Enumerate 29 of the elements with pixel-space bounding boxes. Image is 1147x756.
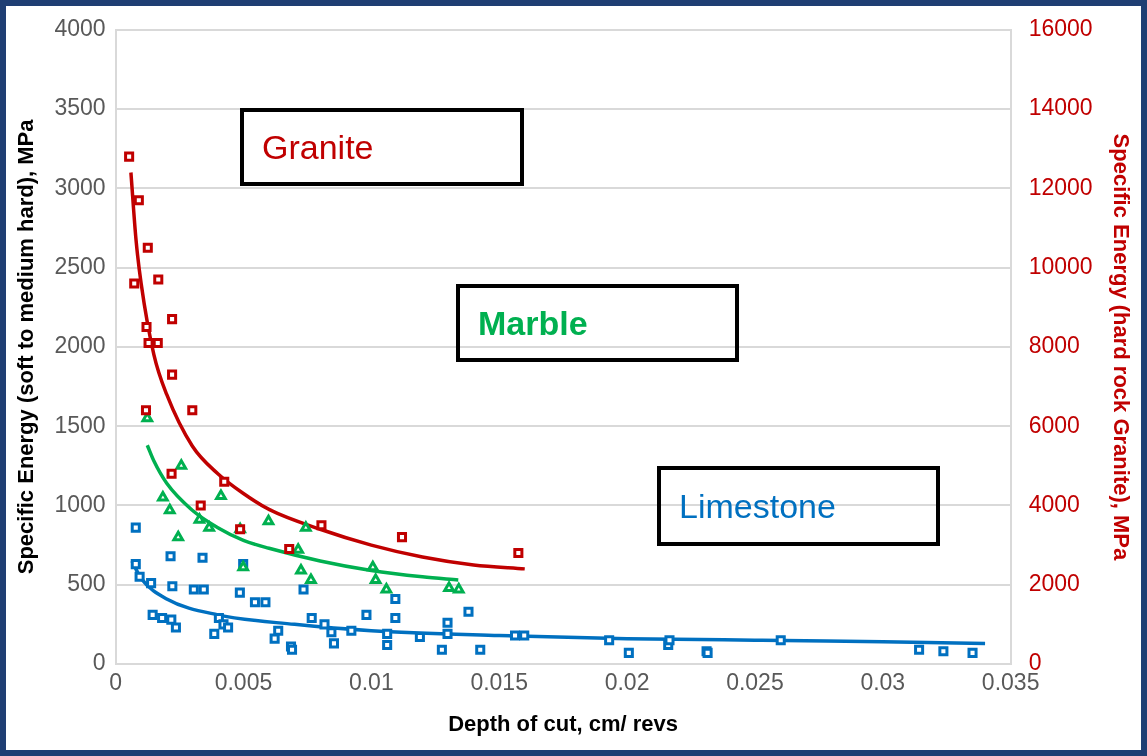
y2-tick-label: 2000 — [1028, 570, 1080, 597]
x-tick-label: 0.02 — [604, 669, 650, 696]
y-tick-label: 1500 — [54, 411, 106, 438]
y2-tick-label: 4000 — [1028, 490, 1080, 517]
label-box: Granite — [240, 108, 524, 186]
y2-tick-label: 16000 — [1028, 15, 1093, 42]
y-tick-label: 2500 — [54, 252, 106, 279]
label-box: Marble — [456, 284, 739, 362]
y2-tick-label: 12000 — [1028, 173, 1093, 200]
x-axis-title: Depth of cut, cm/ revs — [448, 710, 679, 736]
y-tick-label: 500 — [67, 570, 106, 597]
x-tick-label: 0.03 — [860, 669, 906, 696]
x-tick-label: 0.025 — [726, 669, 784, 696]
x-tick-label: 0.01 — [348, 669, 394, 696]
y-tick-label: 3500 — [54, 94, 106, 121]
y2-tick-label: 8000 — [1028, 332, 1080, 359]
y-axis-title: Specific Energy (soft to medium hard), MPa — [13, 118, 39, 575]
y2-tick-label: 14000 — [1028, 94, 1093, 121]
x-tick-label: 0.005 — [214, 669, 273, 696]
label-box: Limestone — [657, 466, 940, 546]
x-tick-label: 0.015 — [470, 669, 528, 696]
y2-axis-title: Specific Energy (hard rock Granite), MPa — [1108, 133, 1134, 561]
y-tick-label: 0 — [92, 649, 106, 676]
y-tick-label: 2000 — [54, 332, 106, 359]
y2-tick-label: 6000 — [1028, 411, 1080, 438]
y-tick-label: 1000 — [54, 490, 106, 517]
y2-tick-label: 10000 — [1028, 252, 1093, 279]
y-tick-label: 4000 — [54, 15, 106, 42]
y-tick-label: 3000 — [54, 173, 106, 200]
